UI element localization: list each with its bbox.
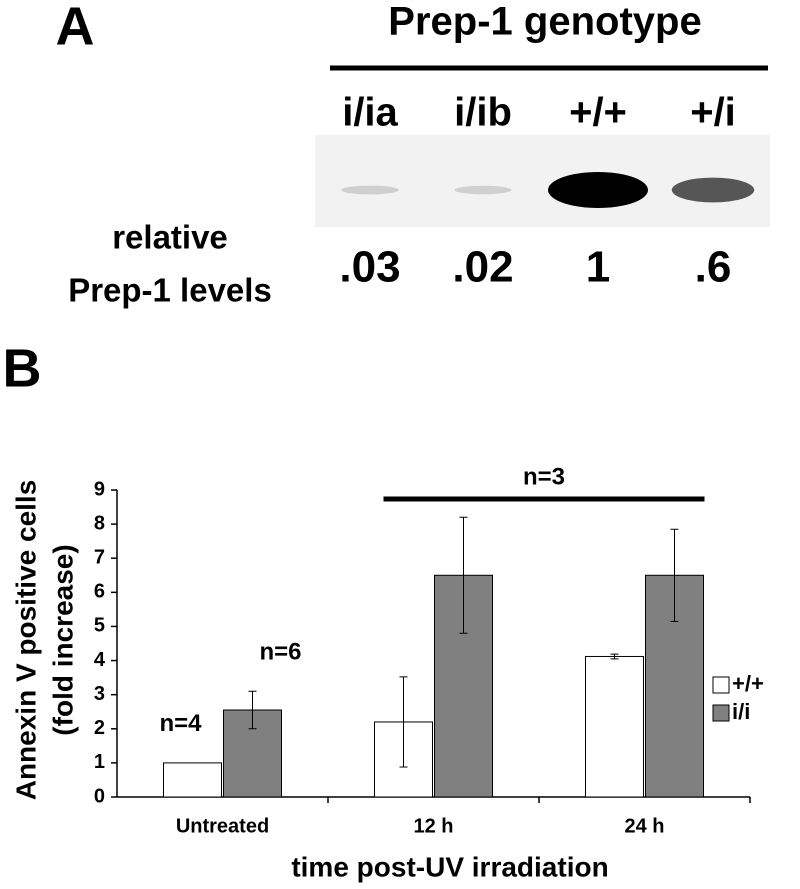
- panel-label: A: [56, 0, 95, 56]
- lane-label: +/+: [569, 91, 627, 135]
- level-label: .02: [452, 243, 513, 292]
- annotation: n=3: [523, 463, 565, 490]
- legend-label: +/+: [732, 671, 764, 696]
- error-bar: [459, 516, 468, 634]
- level-label: .6: [695, 243, 732, 292]
- y-axis-label: Annexin V positive cells: [10, 480, 41, 801]
- row-label: Prep-1 levels: [68, 272, 272, 309]
- x-axis-label: time post-UV irradiation: [291, 851, 608, 882]
- error-bar: [248, 690, 257, 730]
- legend-swatch: [712, 704, 730, 722]
- y-tick-label: 5: [94, 615, 105, 637]
- bar: [163, 762, 222, 798]
- lane-label: i/ib: [454, 91, 512, 135]
- annotation: n=6: [259, 639, 301, 666]
- error-bar: [399, 676, 408, 768]
- lane-label: i/ia: [342, 91, 398, 135]
- legend-swatch: [712, 676, 730, 694]
- y-tick-label: 4: [94, 649, 106, 671]
- blot-band: [548, 172, 648, 208]
- blot-band: [454, 185, 512, 195]
- lane-label: +/i: [690, 91, 736, 135]
- y-axis-label: (fold increase): [47, 544, 78, 735]
- y-tick-label: 6: [94, 581, 105, 603]
- y-tick-label: 3: [94, 683, 105, 705]
- x-tick-label: 24 h: [624, 815, 664, 837]
- blot-band: [671, 177, 755, 203]
- panel-title: Prep-1 genotype: [388, 0, 701, 44]
- y-tick-label: 0: [94, 785, 105, 807]
- level-label: .03: [339, 243, 400, 292]
- blot-band: [341, 185, 399, 195]
- x-tick-label: Untreated: [176, 815, 269, 837]
- y-tick-label: 9: [94, 478, 105, 500]
- bar: [585, 655, 644, 798]
- y-tick-label: 8: [94, 512, 105, 534]
- y-tick-label: 1: [94, 751, 105, 773]
- row-label: relative: [112, 219, 228, 256]
- error-bar: [670, 528, 679, 622]
- legend-label: i/i: [732, 699, 750, 724]
- y-tick-label: 2: [94, 717, 105, 739]
- annotation: n=4: [159, 710, 202, 737]
- y-tick-label: 7: [94, 547, 105, 569]
- panel-label: B: [3, 338, 42, 398]
- level-label: 1: [586, 243, 610, 292]
- x-tick-label: 12 h: [413, 815, 453, 837]
- error-bar: [610, 653, 619, 660]
